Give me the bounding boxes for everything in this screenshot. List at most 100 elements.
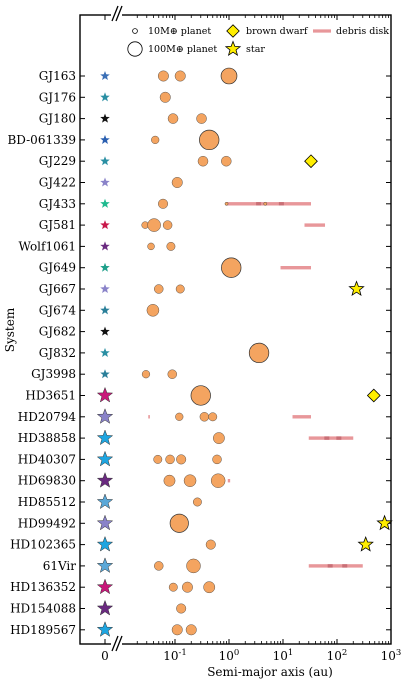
planet-marker bbox=[210, 473, 226, 488]
companion-star-marker bbox=[348, 280, 365, 296]
host-star-marker bbox=[100, 220, 110, 230]
debris-disk-band bbox=[292, 415, 311, 419]
system-label: HD38858 bbox=[18, 431, 76, 445]
planet-marker bbox=[176, 603, 187, 614]
host-star-marker bbox=[96, 408, 114, 424]
legend-label-planet-100: 100M⊕ planet bbox=[148, 44, 217, 55]
system-row: HD136352 bbox=[10, 578, 391, 595]
planet-marker bbox=[151, 135, 160, 144]
system-label: HD69830 bbox=[18, 474, 76, 488]
system-label: GJ581 bbox=[39, 218, 76, 232]
planet-marker bbox=[197, 155, 209, 167]
system-row: GJ674 bbox=[39, 303, 391, 317]
system-row: HD20794 bbox=[18, 408, 391, 424]
debris-disk-band bbox=[308, 436, 354, 440]
system-row: GJ649 bbox=[39, 257, 391, 278]
planet-marker bbox=[199, 129, 220, 151]
system-label: GJ229 bbox=[39, 154, 76, 168]
planet-marker bbox=[193, 497, 202, 507]
debris-disk-ring bbox=[278, 202, 284, 206]
system-label: GJ422 bbox=[39, 176, 76, 190]
debris-disk-ring bbox=[336, 436, 342, 440]
system-row: HD102365 bbox=[10, 535, 391, 552]
planet-marker bbox=[147, 218, 161, 232]
companion-star-marker bbox=[357, 535, 374, 552]
system-label: HD99492 bbox=[18, 516, 76, 530]
system-label: HD3651 bbox=[25, 389, 76, 403]
debris-disk-band bbox=[226, 202, 311, 206]
planet-marker bbox=[158, 198, 168, 209]
host-star-marker bbox=[96, 493, 114, 510]
system-row: GJ422 bbox=[39, 176, 391, 190]
host-star-marker bbox=[100, 198, 110, 208]
planet-marker bbox=[221, 155, 232, 167]
debris-disk-band bbox=[227, 479, 231, 483]
system-label: BD-061339 bbox=[7, 133, 76, 147]
y-axis-label: System bbox=[3, 307, 17, 352]
x-tick-label: 101 bbox=[273, 648, 294, 663]
system-row: HD38858 bbox=[18, 429, 391, 446]
system-row: GJ667 bbox=[39, 280, 391, 296]
host-star-marker bbox=[100, 347, 110, 357]
host-star-marker bbox=[100, 134, 110, 144]
legend-marker-star bbox=[224, 40, 242, 56]
planet-marker bbox=[165, 454, 175, 465]
planet-marker bbox=[220, 67, 238, 85]
system-row: HD189567 bbox=[10, 621, 391, 637]
system-row: GJ229 bbox=[39, 154, 391, 168]
planet-marker bbox=[147, 242, 155, 251]
system-row: BD-061339 bbox=[7, 129, 391, 151]
legend-label-debris-disk: debris disk bbox=[336, 26, 389, 37]
host-star-marker bbox=[100, 71, 110, 81]
planet-marker bbox=[167, 113, 179, 124]
host-star-marker bbox=[100, 305, 110, 315]
planet-marker bbox=[213, 432, 225, 444]
host-star-marker bbox=[96, 471, 114, 488]
planet-marker bbox=[153, 454, 163, 464]
system-label: HD40307 bbox=[18, 452, 76, 466]
debris-disk-ring bbox=[324, 436, 330, 440]
planet-marker bbox=[190, 385, 211, 406]
system-label: GJ3998 bbox=[31, 367, 76, 381]
planet-marker bbox=[205, 539, 216, 550]
system-label: GJ832 bbox=[39, 346, 76, 360]
planet-marker bbox=[168, 582, 178, 592]
planet-marker bbox=[171, 624, 183, 636]
system-label: HD20794 bbox=[18, 410, 77, 424]
system-row: HD40307 bbox=[18, 450, 391, 467]
system-label: GJ176 bbox=[39, 90, 76, 104]
host-star-marker bbox=[96, 599, 114, 616]
companion-star-marker bbox=[376, 514, 393, 531]
system-row: GJ682 bbox=[39, 325, 391, 339]
system-row: HD69830 bbox=[18, 471, 391, 488]
system-label: GJ433 bbox=[39, 197, 76, 211]
system-label: HD136352 bbox=[10, 580, 76, 594]
planet-marker bbox=[248, 342, 270, 364]
legend: 10M⊕ planet 100M⊕ planet brown dwarf star de… bbox=[127, 24, 389, 57]
host-star-marker bbox=[100, 369, 110, 379]
legend-label-star: star bbox=[246, 44, 265, 55]
system-row: Wolf1061 bbox=[18, 239, 391, 253]
planet-marker bbox=[263, 201, 268, 206]
system-row: HD154088 bbox=[10, 599, 391, 616]
planet-marker bbox=[185, 624, 197, 636]
debris-disk-band bbox=[148, 415, 150, 419]
system-row: GJ176 bbox=[39, 90, 391, 104]
planet-marker bbox=[203, 581, 216, 594]
planet-marker bbox=[208, 412, 218, 422]
host-star-marker bbox=[96, 386, 114, 403]
axis-break-gap-bottom bbox=[111, 639, 122, 649]
planet-marker bbox=[167, 369, 177, 379]
legend-marker-planet-100 bbox=[127, 41, 143, 57]
system-label: HD102365 bbox=[10, 538, 76, 552]
planet-marker bbox=[146, 304, 160, 317]
x-tick-label: 10-1 bbox=[163, 648, 187, 663]
plot-frame bbox=[79, 14, 392, 645]
legend-marker-brown-dwarf bbox=[226, 24, 240, 38]
host-star-marker bbox=[96, 535, 114, 552]
system-row: GJ832 bbox=[39, 342, 391, 364]
planet-marker bbox=[186, 558, 201, 574]
system-row: GJ180 bbox=[39, 112, 391, 126]
x-tick-label: 103 bbox=[381, 648, 402, 663]
